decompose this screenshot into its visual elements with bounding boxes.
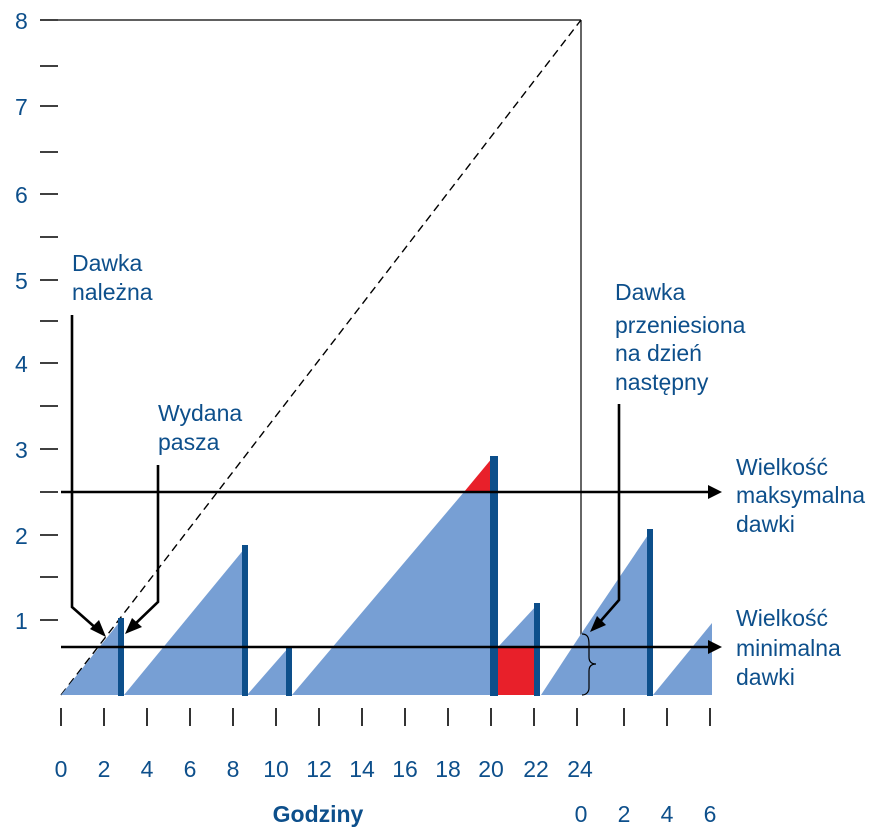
x-axis [60, 708, 711, 726]
feed-bar [490, 456, 498, 696]
feed-area-4 [292, 492, 493, 695]
x-tick-label: 2 [98, 756, 111, 782]
feed-area-8 [653, 623, 712, 695]
shortfall-below-min [498, 647, 534, 695]
x-tick-label: 0 [55, 756, 68, 782]
x-tick-label: 8 [227, 756, 240, 782]
feed-area-1 [61, 620, 121, 695]
feed-issued-arrow [132, 465, 160, 627]
due-dose-arrow [70, 315, 99, 631]
next-day-tick-label: 2 [618, 801, 631, 827]
next-day-tick-label: 0 [575, 801, 588, 827]
y-tick-label: 1 [15, 608, 28, 634]
carried-over-label-line3: na dzień [615, 340, 702, 366]
next-day-tick-label: 6 [704, 801, 717, 827]
feed-bar [118, 618, 124, 696]
x-tick-label: 6 [184, 756, 197, 782]
y-axis [40, 19, 58, 621]
carried-over-label-line1: Dawka [615, 279, 686, 305]
min-dose-label-line3: dawki [736, 664, 795, 690]
x-tick-label: 22 [523, 756, 549, 782]
feed-bar [286, 646, 292, 696]
x-tick-label: 10 [263, 756, 289, 782]
max-dose-label-line1: Wielkość [736, 454, 828, 480]
y-tick-label: 8 [15, 8, 28, 34]
carried-over-brace [581, 633, 597, 696]
due-dose-arrowhead [90, 620, 106, 637]
excess-above-max [464, 457, 493, 492]
max-dose-arrowhead [708, 485, 722, 499]
x-tick-label: 16 [392, 756, 418, 782]
feed-bars [118, 456, 653, 696]
feed-issued-label-line2: pasza [158, 429, 220, 455]
y-tick-label: 2 [15, 523, 28, 549]
y-tick-label: 7 [15, 94, 28, 120]
x-tick-label: 4 [141, 756, 154, 782]
next-day-tick-label: 4 [661, 801, 674, 827]
min-dose-arrowhead [708, 640, 722, 654]
carried-over-arrowhead [590, 616, 606, 632]
feed-area-7 [581, 532, 650, 695]
y-tick-label: 4 [15, 351, 28, 377]
y-tick-label: 6 [15, 182, 28, 208]
max-dose-label-line2: maksymalna [736, 482, 865, 508]
feed-bar [242, 545, 248, 696]
x-tick-label: 14 [349, 756, 375, 782]
feed-area-6 [541, 634, 581, 695]
due-dose-label-line1: Dawka [72, 250, 143, 276]
y-tick-label: 3 [15, 437, 28, 463]
x-tick-labels: 0 2 4 6 8 10 12 14 16 18 20 22 24 0 2 4 … [55, 756, 717, 827]
carried-over-arrow [597, 404, 621, 625]
feed-bar [534, 603, 540, 696]
min-dose-label-line1: Wielkość [736, 605, 828, 631]
x-tick-label: 24 [567, 756, 593, 782]
carried-over-label-line2: przeniesiona [615, 312, 746, 338]
x-axis-title: Godziny [273, 801, 364, 827]
x-tick-label: 20 [478, 756, 504, 782]
max-dose-label-line3: dawki [736, 511, 795, 537]
feed-issued-label-line1: Wydana [158, 400, 242, 426]
min-dose-label-line2: minimalna [736, 635, 841, 661]
y-tick-label: 5 [15, 268, 28, 294]
feed-issued-arrowhead [125, 618, 142, 634]
feed-bar [647, 529, 653, 696]
carried-over-label-line4: następny [615, 369, 709, 395]
feed-area-2 [124, 548, 245, 695]
cumulative-target-dashed-line [60, 19, 582, 696]
x-tick-label: 12 [306, 756, 332, 782]
due-dose-label-line2: należna [72, 279, 153, 305]
x-tick-label: 18 [435, 756, 461, 782]
feed-area-3 [247, 647, 289, 695]
